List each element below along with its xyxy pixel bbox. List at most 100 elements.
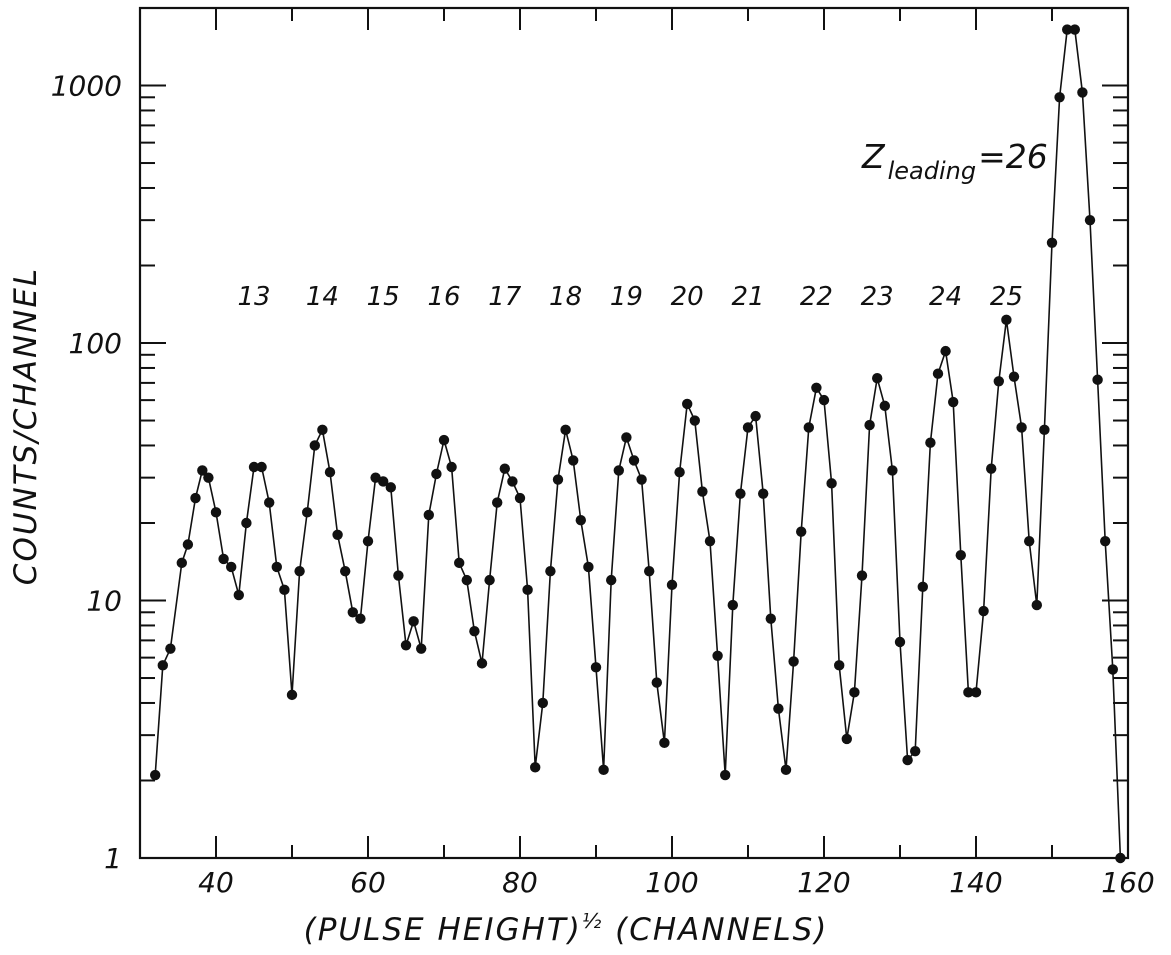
data-point [970,687,982,698]
data-point [332,529,343,540]
data-point [887,465,898,476]
data-point [651,677,662,688]
data-point [537,697,548,709]
data-point [165,643,176,654]
data-point [423,509,434,521]
data-point [1008,371,1020,382]
data-point [1023,535,1035,547]
data-point [925,437,936,448]
data-point [674,466,685,478]
data-point [948,396,959,408]
peak-label: 22 [800,282,833,312]
data-point [203,472,214,483]
data-point [1100,535,1111,547]
data-point [727,599,738,611]
data-point [583,561,594,573]
peak-label: 21 [731,282,764,312]
data-point [393,570,404,581]
peak-labels-layer: 13 14 15 16 17 18 19 20 21 22 23 24 25 [237,282,1022,312]
data-point [499,463,510,474]
data-point [378,476,389,487]
data-point [1039,424,1050,436]
y-axis-title: COUNTS/CHANNEL [8,267,44,585]
data-point [636,474,647,485]
data-point [271,561,282,573]
x-axis-title: (PULSE HEIGHT)½ (CHANNELS) [304,909,829,948]
data-point [507,476,518,487]
data-point [841,733,852,745]
data-point [742,422,754,433]
data-point [476,658,488,669]
data-point [606,574,617,586]
x-tick-label: 100 [645,866,698,899]
data-point [210,507,222,518]
data-point [659,737,670,749]
data-point [1062,24,1073,35]
data-point [438,434,450,446]
data-point [993,376,1004,387]
data-point [324,466,336,478]
data-point [735,488,746,499]
data-point [613,465,624,476]
data-point [1046,237,1058,249]
data-point [264,497,275,508]
data-point [197,465,208,476]
data-point [575,515,586,526]
x-tick-label: 40 [198,866,234,899]
data-point [408,616,419,627]
axes-layer [138,6,1130,860]
data-point [955,549,966,561]
data-point [1016,422,1027,433]
x-axis-title-exponent: ½ [582,909,603,933]
data-point [150,769,161,781]
data-point [454,557,465,569]
tick-labels-layer: 40 60 80 100 120 140 160 1 10 100 1000 [51,70,1155,899]
data-point [864,419,875,431]
data-point [514,492,526,504]
data-point [233,589,244,601]
data-point [712,650,723,661]
data-point [461,574,472,586]
data-point [522,584,533,596]
data-point [940,345,951,357]
x-axis-title-units: (CHANNELS) [603,912,828,948]
peak-label: 19 [610,282,643,312]
data-point [902,754,913,766]
peak-label: 24 [929,282,962,312]
data-point [484,574,495,586]
peak-label: 14 [306,282,339,312]
data-point [811,382,822,393]
data-point [750,410,761,422]
y-tick-label: 1 [104,842,122,875]
data-point [340,565,351,577]
data-point [598,764,609,776]
data-point [773,703,784,714]
data-point [1054,92,1065,103]
data-point [1107,664,1119,675]
data-point [176,557,187,569]
plot-frame [138,6,1130,860]
data-point [157,660,168,671]
data-point [190,492,201,504]
data-point [590,662,602,673]
peak-label: 16 [427,282,460,312]
data-point [917,581,928,593]
data-point [818,394,830,406]
y-tick-label: 10 [86,585,122,618]
data-point [834,660,845,671]
data-point [666,579,678,591]
data-point [530,762,541,773]
data-point [765,613,776,624]
data-point [218,553,229,565]
peak-label: 23 [861,282,894,312]
y-tick-label: 1000 [51,70,122,103]
data-point [644,565,655,577]
x-tick-label: 140 [949,866,1002,899]
peak-label: 17 [488,282,522,312]
data-point [545,565,556,577]
data-point [720,769,731,781]
data-point [1115,852,1126,864]
series-layer [150,24,1126,864]
data-point [560,424,571,436]
